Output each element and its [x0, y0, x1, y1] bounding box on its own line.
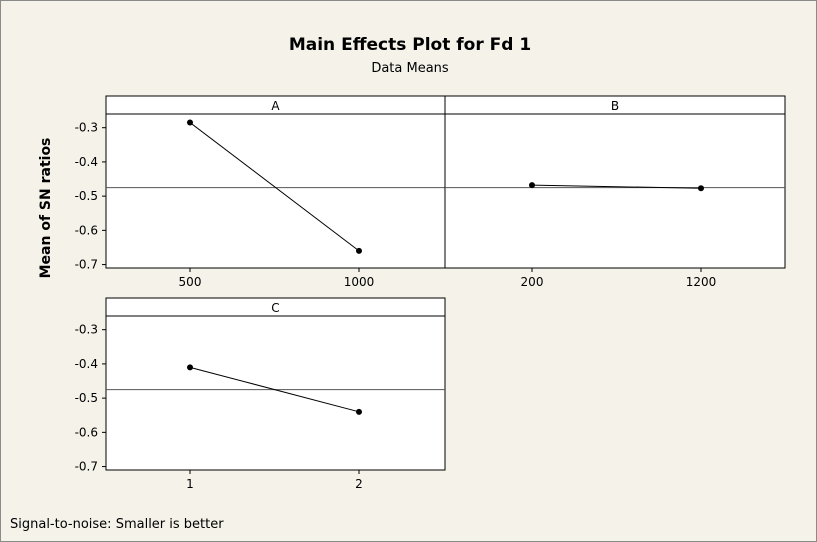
y-tick-label: -0.4 [75, 357, 98, 371]
panels-layer: A -0.3 -0.4 -0.5 -0.6 -0.7 500 1000 B 200 1200 C -0.… [75, 95, 786, 491]
series-line [189, 122, 360, 252]
panel-box [105, 297, 446, 471]
x-tick-label: 500 [179, 275, 202, 289]
panel-b: B 200 1200 [444, 95, 786, 289]
y-axis-label: Mean of SN ratios [38, 138, 54, 279]
series-line [189, 366, 360, 413]
y-tick-label: -0.3 [75, 323, 98, 337]
series-line [531, 184, 702, 189]
data-point [356, 247, 362, 254]
y-tick-label: -0.7 [75, 258, 98, 272]
y-tick-label: -0.7 [75, 460, 98, 474]
panel-header-label: C [271, 301, 279, 315]
panel-box [444, 95, 786, 269]
panel-a: A -0.3 -0.4 -0.5 -0.6 -0.7 500 1000 [75, 95, 446, 289]
y-tick-label: -0.4 [75, 155, 98, 169]
chart-subtitle: Data Means [371, 61, 449, 76]
chart-title: Main Effects Plot for Fd 1 [289, 35, 531, 55]
x-tick-label: 200 [521, 275, 544, 289]
panel-box [105, 95, 446, 269]
data-point [529, 182, 535, 189]
panel-c: C -0.3 -0.4 -0.5 -0.6 -0.7 1 2 [75, 297, 446, 491]
data-point [356, 408, 362, 415]
y-tick-label: -0.6 [75, 425, 98, 439]
panel-header-label: A [271, 99, 280, 113]
x-tick-label: 1200 [686, 275, 717, 289]
data-point [187, 364, 193, 371]
data-point [187, 119, 193, 126]
y-tick-label: -0.6 [75, 223, 98, 237]
x-tick-label: 1 [186, 477, 194, 491]
data-point [698, 185, 704, 192]
y-tick-label: -0.5 [75, 189, 98, 203]
y-tick-label: -0.3 [75, 121, 98, 135]
x-tick-label: 2 [355, 477, 363, 491]
panel-header-label: B [611, 99, 619, 113]
footnote: Signal-to-noise: Smaller is better [10, 517, 224, 532]
x-tick-label: 1000 [344, 275, 375, 289]
y-tick-label: -0.5 [75, 391, 98, 405]
